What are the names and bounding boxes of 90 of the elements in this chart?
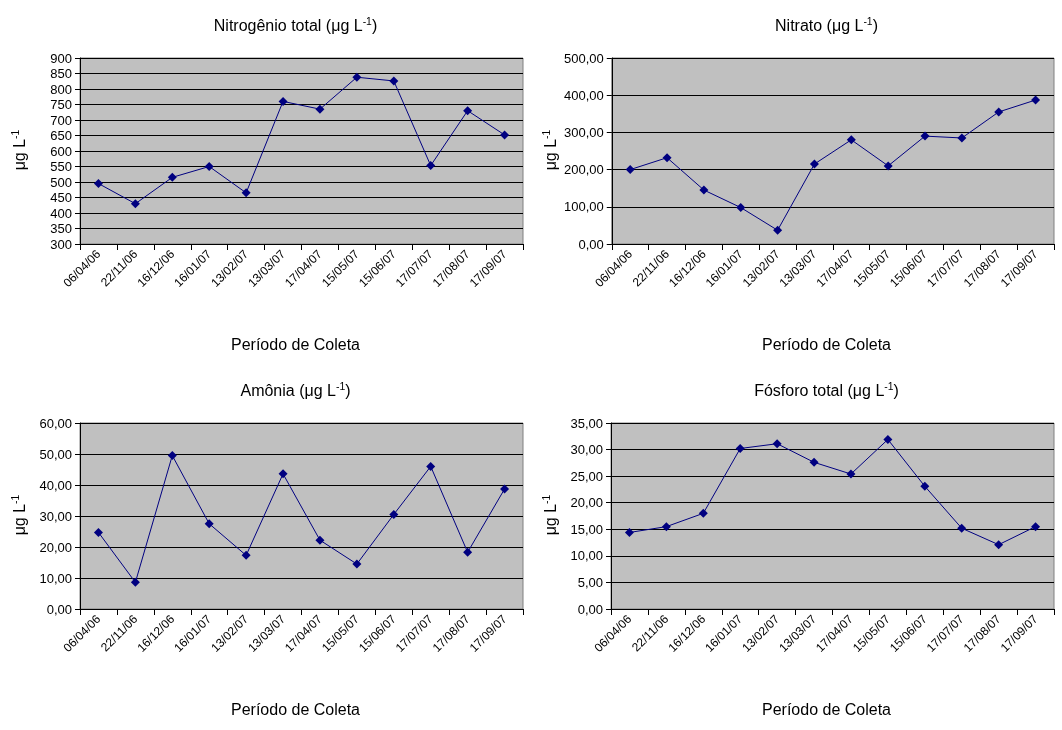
point (624, 527, 634, 537)
y-tick-label: 300 (50, 236, 72, 252)
y-tick-label: 60,00 (39, 415, 72, 431)
y-tick-label: 30,00 (570, 442, 603, 458)
point (846, 135, 856, 145)
y-tick-label: 0,00 (578, 236, 604, 252)
y-tick-label: 900 (50, 50, 72, 66)
chart-title: Nitrato (μg L$^{-1}$) (774, 16, 879, 36)
point (315, 535, 325, 545)
point (278, 96, 288, 106)
point (500, 130, 510, 140)
point (93, 179, 103, 189)
y-tick-label: 600 (50, 143, 72, 159)
y-tick-label: 200,00 (564, 162, 604, 178)
point (772, 439, 782, 449)
point (93, 527, 103, 537)
chart-title: Nitrogênio total (μg L$^{-1}$) (212, 16, 379, 36)
y-tick-label: 40,00 (39, 477, 72, 493)
point (167, 172, 177, 182)
point (735, 444, 745, 454)
point (315, 104, 325, 114)
point (846, 469, 856, 479)
y-tick-label: 550 (50, 159, 72, 174)
point (698, 508, 708, 518)
point (463, 547, 473, 557)
point (426, 461, 436, 471)
y-tick-label: 500,00 (564, 50, 604, 66)
point (204, 162, 214, 171)
y-tick-label: 400 (50, 205, 72, 221)
chart-title: Fósforo total (μg L$^{-1}$) (753, 381, 900, 401)
y-tick-label: 500 (50, 174, 72, 190)
y-tick-label: 0,00 (577, 601, 603, 617)
point (883, 434, 893, 444)
y-tick-label: 450 (50, 190, 72, 205)
point (389, 76, 399, 86)
y-tick-label: 35,00 (570, 415, 603, 431)
y-tick-label: 50,00 (39, 446, 72, 462)
y-tick-label: 20,00 (39, 539, 72, 555)
point (662, 153, 672, 163)
point (625, 165, 635, 175)
y-tick-label: 20,00 (570, 495, 603, 511)
point (661, 522, 671, 532)
y-tick-label: 10,00 (39, 570, 72, 586)
x-axis-title: Período de Coleta (230, 701, 361, 719)
point (241, 550, 251, 560)
y-tick-label: 850 (50, 66, 72, 81)
point (130, 577, 140, 587)
x-axis-title: Período de Coleta (230, 336, 361, 354)
y-tick-label: 350 (50, 221, 72, 236)
point (500, 484, 510, 494)
point (463, 106, 473, 116)
y-tick-label: 750 (50, 97, 72, 112)
y-tick-label: 700 (50, 112, 72, 128)
point (278, 469, 288, 479)
point (920, 131, 930, 141)
y-tick-label: 100,00 (564, 199, 604, 215)
point (957, 523, 967, 533)
point (809, 457, 819, 467)
y-tick-label: 15,00 (570, 521, 603, 537)
point (204, 519, 214, 529)
point (883, 161, 893, 171)
y-tick-label: 400,00 (564, 87, 604, 103)
chart-title: Amônia (μg L$^{-1}$) (239, 381, 352, 401)
y-tick-label: 0,00 (46, 601, 72, 617)
point (699, 185, 709, 195)
point (809, 159, 819, 169)
point (130, 199, 140, 209)
point (994, 107, 1004, 117)
point (426, 161, 436, 171)
point (1031, 522, 1041, 532)
y-tick-label: 10,00 (570, 548, 603, 564)
point (389, 509, 399, 519)
point (352, 559, 362, 569)
point (167, 451, 177, 461)
point (994, 540, 1004, 550)
point (1031, 95, 1041, 105)
y-tick-label: 5,00 (577, 574, 603, 590)
point (773, 225, 783, 235)
point (736, 203, 746, 213)
y-tick-label: 25,00 (570, 468, 603, 484)
point (957, 133, 967, 143)
point (920, 481, 930, 491)
y-tick-label: 650 (50, 128, 72, 143)
y-tick-label: 300,00 (564, 124, 604, 140)
x-axis-title: Período de Coleta (761, 701, 892, 719)
x-axis-title: Período de Coleta (761, 336, 892, 354)
y-tick-label: 30,00 (39, 508, 72, 524)
y-tick-label: 800 (50, 81, 72, 97)
point (241, 188, 251, 198)
point (352, 72, 362, 82)
